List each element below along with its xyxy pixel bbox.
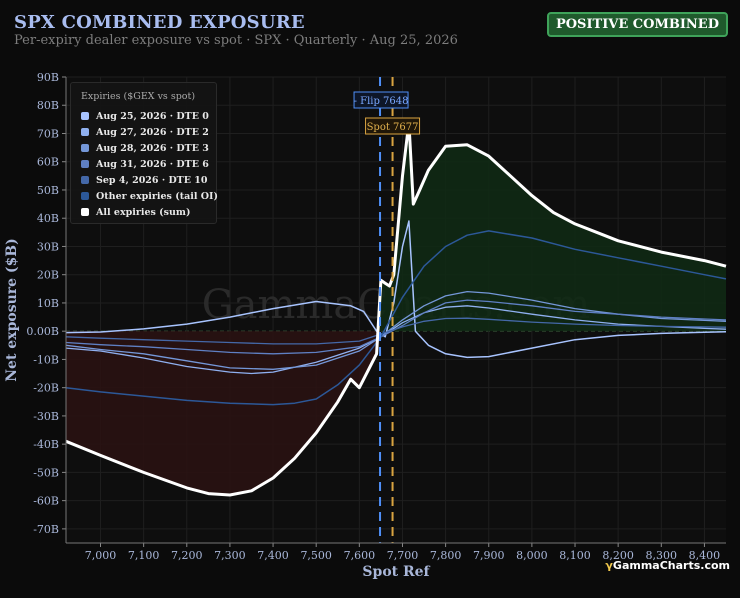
y-tick-label: 80B [37, 99, 59, 112]
legend-swatch [81, 112, 89, 120]
legend-label: Aug 28, 2026 · DTE 3 [96, 142, 209, 154]
x-tick-label: 7,000 [85, 549, 117, 562]
spot-label-box [365, 117, 421, 135]
legend-label: Aug 27, 2026 · DTE 2 [96, 126, 209, 138]
x-tick-label: 7,100 [128, 549, 160, 562]
legend-label: Aug 31, 2026 · DTE 6 [96, 158, 209, 170]
flip-label: - Flip 7648 [354, 96, 409, 107]
legend-swatch [81, 208, 89, 216]
legend-item: Sep 4, 2026 · DTE 10 [81, 172, 208, 188]
y-tick-label: -10B [33, 353, 59, 366]
legend: Expiries ($GEX vs spot) Aug 25, 2026 · D… [70, 82, 218, 224]
y-tick-label: 50B [37, 184, 59, 197]
status-badge: POSITIVE COMBINED [546, 12, 728, 37]
y-tick-label: -60B [33, 495, 59, 508]
x-tick-label: 8,200 [602, 549, 634, 562]
x-tick-label: 7,600 [344, 549, 376, 562]
y-tick-label: -20B [33, 382, 59, 395]
spot-label: Spot 7677 [367, 122, 419, 133]
x-tick-label: 7,200 [171, 549, 203, 562]
legend-swatch [81, 128, 89, 136]
series-line [65, 305, 727, 375]
y-tick-label: 90B [37, 71, 59, 84]
y-tick-label: -70B [33, 523, 59, 536]
legend-item: All expiries (sum) [81, 204, 206, 220]
y-tick-label: 10B [37, 297, 59, 310]
x-tick-label: 8,400 [689, 549, 721, 562]
legend-label: Sep 4, 2026 · DTE 10 [96, 174, 208, 186]
y-tick-label: 70B [37, 127, 59, 140]
legend-item: Aug 31, 2026 · DTE 6 [81, 156, 209, 172]
x-tick-label: 7,500 [300, 549, 332, 562]
legend-item: Aug 28, 2026 · DTE 3 [81, 140, 209, 156]
series-line [65, 317, 727, 345]
x-axis-label: Spot Ref [362, 564, 430, 580]
legend-title: Expiries ($GEX vs spot) [81, 91, 196, 102]
x-tick-label: 7,900 [473, 549, 505, 562]
legend-item: Aug 25, 2026 · DTE 0 [81, 108, 209, 124]
footer-logo: γGammaCharts.com [605, 559, 730, 572]
positive-region [66, 122, 726, 332]
legend-swatch [81, 160, 89, 168]
y-tick-label: -30B [33, 410, 59, 423]
chart-subtitle: Per-expiry dealer exposure vs spot · SPX… [14, 33, 458, 48]
y-axis-label: Net exposure ($B) [4, 238, 20, 381]
y-tick-label: 20B [37, 269, 59, 282]
gamma-logo-icon: γ [605, 559, 613, 572]
y-tick-label: -50B [33, 466, 59, 479]
x-tick-label: 7,800 [430, 549, 462, 562]
series-line [65, 220, 727, 359]
legend-label: All expiries (sum) [96, 206, 191, 218]
y-tick-label: 30B [37, 240, 59, 253]
y-tick-label: -40B [33, 438, 59, 451]
legend-swatch [81, 176, 89, 184]
series-line [65, 299, 727, 355]
legend-swatch [81, 192, 89, 200]
flip-label-box [353, 91, 409, 109]
x-tick-label: 7,300 [214, 549, 246, 562]
y-tick-label: 40B [37, 212, 59, 225]
legend-item: Aug 27, 2026 · DTE 2 [81, 124, 209, 140]
y-tick-label: 0.00B [26, 325, 59, 338]
y-tick-label: 60B [37, 156, 59, 169]
x-tick-label: 8,100 [559, 549, 591, 562]
footer-logo-text: GammaCharts.com [612, 559, 730, 572]
legend-swatch [81, 144, 89, 152]
legend-item: Other expiries (tail OI) [81, 188, 218, 204]
chart-title: SPX COMBINED EXPOSURE [14, 12, 305, 33]
x-tick-label: 7,700 [387, 549, 419, 562]
x-tick-label: 8,000 [516, 549, 548, 562]
legend-label: Aug 25, 2026 · DTE 0 [96, 110, 209, 122]
legend-label: Other expiries (tail OI) [96, 190, 218, 202]
x-tick-label: 7,400 [257, 549, 289, 562]
x-tick-label: 8,300 [646, 549, 678, 562]
